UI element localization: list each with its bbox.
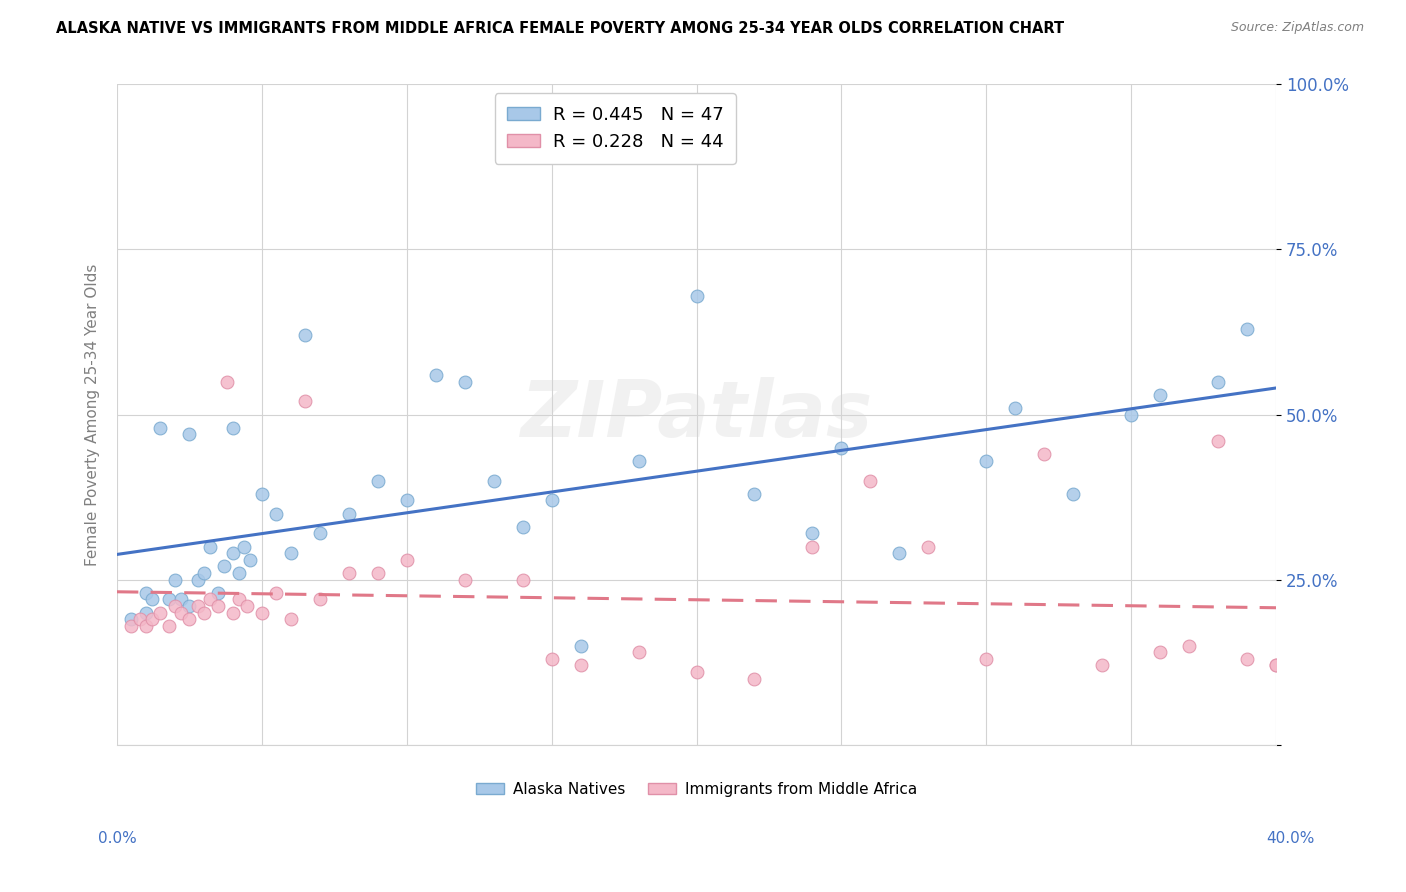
- Point: [266, 507, 288, 521]
- Point: [1062, 487, 1084, 501]
- Point: [337, 566, 360, 580]
- Legend: Alaska Natives, Immigrants from Middle Africa: Alaska Natives, Immigrants from Middle A…: [470, 776, 924, 803]
- Point: [294, 394, 316, 409]
- Point: [1206, 434, 1229, 448]
- Point: [1206, 375, 1229, 389]
- Point: [425, 368, 447, 382]
- Point: [207, 599, 229, 613]
- Point: [187, 599, 209, 613]
- Point: [1178, 639, 1201, 653]
- Point: [280, 546, 302, 560]
- Point: [129, 612, 152, 626]
- Point: [1265, 658, 1288, 673]
- Point: [830, 441, 852, 455]
- Point: [1149, 388, 1171, 402]
- Point: [266, 586, 288, 600]
- Point: [239, 553, 262, 567]
- Point: [193, 606, 215, 620]
- Point: [212, 559, 235, 574]
- Point: [540, 652, 562, 666]
- Point: [120, 619, 142, 633]
- Point: [250, 606, 273, 620]
- Point: [163, 573, 186, 587]
- Point: [1149, 645, 1171, 659]
- Point: [889, 546, 911, 560]
- Point: [569, 639, 592, 653]
- Point: [120, 612, 142, 626]
- Point: [454, 573, 477, 587]
- Point: [141, 612, 163, 626]
- Point: [157, 592, 180, 607]
- Point: [1004, 401, 1026, 415]
- Point: [135, 586, 157, 600]
- Point: [917, 540, 939, 554]
- Point: [222, 546, 245, 560]
- Point: [685, 288, 707, 302]
- Point: [149, 606, 172, 620]
- Point: [149, 421, 172, 435]
- Point: [801, 540, 824, 554]
- Point: [228, 592, 250, 607]
- Point: [1236, 652, 1258, 666]
- Point: [198, 592, 221, 607]
- Point: [179, 612, 201, 626]
- Point: [222, 421, 245, 435]
- Point: [135, 619, 157, 633]
- Point: [217, 375, 239, 389]
- Text: 40.0%: 40.0%: [1267, 831, 1315, 846]
- Point: [482, 474, 505, 488]
- Point: [685, 665, 707, 679]
- Text: Source: ZipAtlas.com: Source: ZipAtlas.com: [1230, 21, 1364, 34]
- Point: [1236, 321, 1258, 335]
- Point: [179, 599, 201, 613]
- Point: [569, 658, 592, 673]
- Y-axis label: Female Poverty Among 25-34 Year Olds: Female Poverty Among 25-34 Year Olds: [86, 263, 100, 566]
- Point: [627, 645, 650, 659]
- Point: [157, 619, 180, 633]
- Point: [744, 487, 766, 501]
- Point: [228, 566, 250, 580]
- Point: [395, 553, 418, 567]
- Point: [308, 592, 330, 607]
- Point: [367, 474, 389, 488]
- Point: [512, 520, 534, 534]
- Point: [280, 612, 302, 626]
- Point: [222, 606, 245, 620]
- Point: [1121, 408, 1143, 422]
- Point: [179, 427, 201, 442]
- Point: [135, 606, 157, 620]
- Point: [1091, 658, 1114, 673]
- Point: [976, 652, 998, 666]
- Point: [976, 454, 998, 468]
- Point: [193, 566, 215, 580]
- Point: [236, 599, 259, 613]
- Point: [141, 592, 163, 607]
- Point: [454, 375, 477, 389]
- Point: [801, 526, 824, 541]
- Text: ALASKA NATIVE VS IMMIGRANTS FROM MIDDLE AFRICA FEMALE POVERTY AMONG 25-34 YEAR O: ALASKA NATIVE VS IMMIGRANTS FROM MIDDLE …: [56, 21, 1064, 36]
- Text: 0.0%: 0.0%: [98, 831, 138, 846]
- Point: [1033, 447, 1056, 461]
- Point: [187, 573, 209, 587]
- Point: [540, 493, 562, 508]
- Point: [170, 592, 193, 607]
- Point: [337, 507, 360, 521]
- Point: [163, 599, 186, 613]
- Point: [198, 540, 221, 554]
- Point: [250, 487, 273, 501]
- Point: [859, 474, 882, 488]
- Point: [308, 526, 330, 541]
- Point: [1265, 658, 1288, 673]
- Point: [744, 672, 766, 686]
- Point: [170, 606, 193, 620]
- Point: [233, 540, 256, 554]
- Point: [395, 493, 418, 508]
- Point: [207, 586, 229, 600]
- Text: ZIPatlas: ZIPatlas: [520, 376, 873, 452]
- Point: [367, 566, 389, 580]
- Point: [512, 573, 534, 587]
- Point: [294, 328, 316, 343]
- Point: [627, 454, 650, 468]
